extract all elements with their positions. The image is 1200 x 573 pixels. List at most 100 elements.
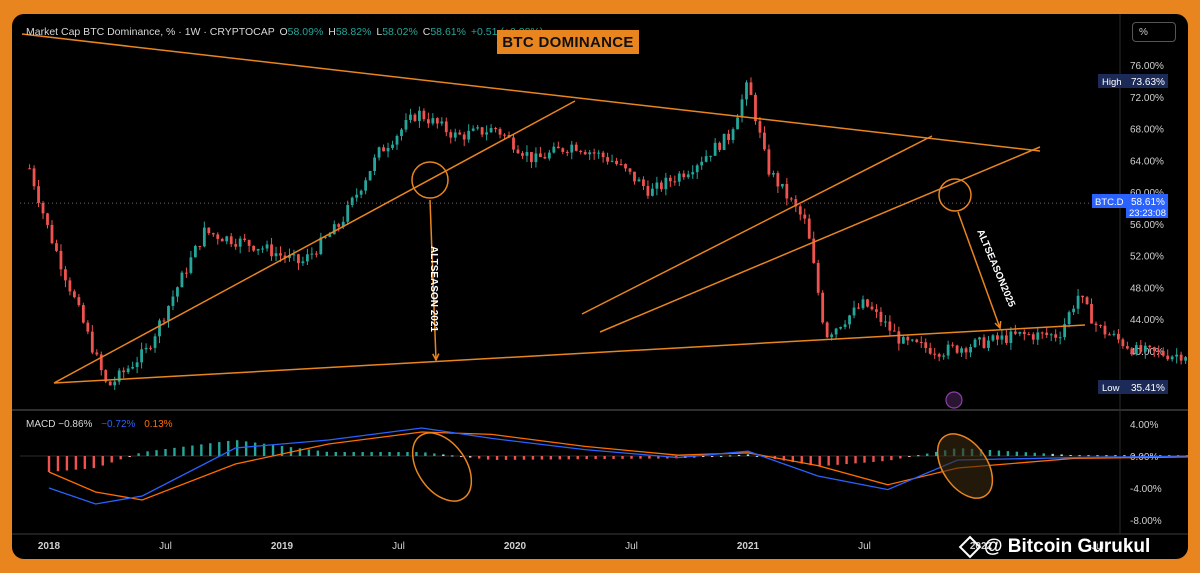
candle-body <box>489 128 493 133</box>
candle-body <box>494 128 497 130</box>
candle-body <box>395 136 399 145</box>
low-marker-label: Low <box>1102 383 1120 394</box>
candle-body <box>409 114 412 120</box>
candle-body <box>167 305 170 321</box>
candle-body <box>418 110 421 121</box>
candle-body <box>193 245 197 258</box>
candle-body <box>1134 345 1138 355</box>
macd-bar <box>424 452 427 456</box>
macd-bar <box>271 444 275 456</box>
candle-body <box>189 257 193 273</box>
candle-body <box>1121 339 1125 347</box>
candle-body <box>901 336 905 344</box>
candle-body <box>691 172 695 175</box>
candle-body <box>1148 345 1152 348</box>
candle-body <box>261 248 264 250</box>
current-value-bg <box>1126 194 1168 218</box>
macd-tick-label: -8.00% <box>1130 516 1162 527</box>
candle-body <box>803 214 807 219</box>
candle-body <box>72 291 76 298</box>
altseason-2025-arrow-head <box>994 320 1002 330</box>
macd-bar <box>988 449 992 456</box>
candle-body <box>90 331 94 353</box>
macd-bar <box>65 456 69 471</box>
macd-bar <box>361 452 364 456</box>
macd-bar <box>343 452 346 456</box>
macd-bar <box>737 454 741 456</box>
candle-body <box>910 339 914 341</box>
candle-body <box>978 337 981 340</box>
current-symbol-bg <box>1092 194 1126 208</box>
y-tick-label: 40.00% <box>1130 347 1164 358</box>
low-marker-label-bg <box>1098 380 1126 394</box>
candle-body <box>646 186 650 196</box>
high-marker-label: High <box>1102 77 1122 88</box>
candle-body <box>458 132 462 135</box>
candle-body <box>821 292 825 323</box>
candle-body <box>153 336 157 348</box>
y-tick-label: 44.00% <box>1130 315 1164 326</box>
macd-bar <box>155 450 158 456</box>
candle-body <box>480 127 484 135</box>
macd-bar <box>110 456 113 463</box>
macd-bar <box>1033 452 1036 456</box>
candle-body <box>991 335 995 341</box>
macd-bar <box>397 452 400 456</box>
candle-body <box>131 366 135 369</box>
breakdown-circle-2025 <box>938 178 972 212</box>
candle-body <box>825 322 829 338</box>
macd-bar <box>415 452 418 456</box>
candle-body <box>238 238 242 247</box>
macd-bar <box>468 456 472 458</box>
macd-bar <box>710 456 714 457</box>
macd-label: MACD <box>26 419 56 430</box>
macd-bar <box>881 456 884 462</box>
macd-tick-label: -4.00% <box>1130 484 1162 495</box>
scale-toggle-button[interactable]: % <box>1132 22 1176 42</box>
macd-bar <box>47 456 51 472</box>
macd-bar <box>603 456 606 460</box>
candle-body <box>1040 332 1044 334</box>
candle-body <box>601 152 605 158</box>
candle-body <box>1036 332 1040 340</box>
open-label: O <box>279 26 288 38</box>
macd-bar <box>934 451 938 456</box>
candle-body <box>561 148 565 152</box>
candle-body <box>924 342 928 349</box>
macd-bar <box>854 456 857 464</box>
candle-body <box>615 160 618 165</box>
chart-canvas[interactable]: 76.00% 72.00% 68.00% 64.00% 60.00% 56.00% 52.0… <box>12 14 1188 559</box>
candle-body <box>848 315 851 325</box>
candle-body <box>140 349 144 363</box>
upper-trendline <box>21 33 1041 152</box>
candle-body <box>512 137 515 150</box>
macd-bar <box>56 456 60 472</box>
candle-body <box>46 213 49 225</box>
candle-body <box>314 253 318 255</box>
candle-body <box>1103 325 1107 335</box>
candle-body <box>1045 332 1049 336</box>
candle-body <box>373 157 377 172</box>
macd-bar <box>1141 455 1144 457</box>
candle-body <box>1112 333 1116 335</box>
candle-body <box>538 153 542 157</box>
candle-body <box>1085 297 1089 305</box>
macd-bar <box>648 456 651 459</box>
macd-bar <box>719 455 723 457</box>
macd-bar <box>495 456 499 460</box>
macd-bar <box>218 442 221 456</box>
candle-body <box>328 234 332 237</box>
candle-body <box>1117 333 1120 340</box>
candle-body <box>516 149 520 154</box>
macd-value-1: −0.86% <box>58 419 93 430</box>
candle-body <box>1076 295 1080 309</box>
macd-bar <box>612 456 615 459</box>
candle-body <box>897 331 901 344</box>
candle-body <box>987 340 990 348</box>
close-value: 58.61% <box>430 26 466 38</box>
macd-bar <box>280 446 284 456</box>
candle-body <box>610 160 614 162</box>
candle-body <box>525 152 529 156</box>
candle-body <box>857 307 860 309</box>
macd-bar <box>657 456 660 459</box>
